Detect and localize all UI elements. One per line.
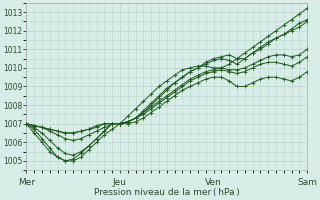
X-axis label: Pression niveau de la mer ( hPa ): Pression niveau de la mer ( hPa ) <box>94 188 240 197</box>
